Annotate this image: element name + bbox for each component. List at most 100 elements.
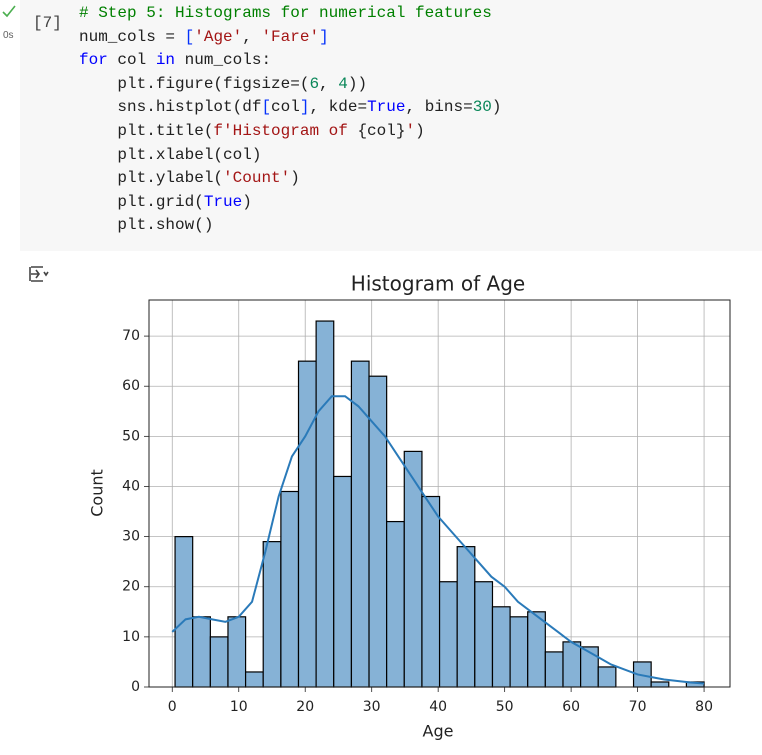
code-token: , kde= bbox=[309, 98, 368, 117]
code-token: plt.ylabel( bbox=[79, 169, 224, 188]
code-token: ' bbox=[405, 121, 416, 140]
bar bbox=[297, 360, 317, 688]
y-axis-label: Count bbox=[88, 469, 107, 517]
code-cell: # Step 5: Histograms for numerical featu… bbox=[20, 0, 762, 251]
x-tick-label: 0 bbox=[168, 699, 177, 715]
code-token: True bbox=[367, 98, 406, 117]
code-line: plt.ylabel('Count') bbox=[79, 167, 502, 191]
y-tick-label: 60 bbox=[122, 378, 140, 394]
code-token: plt.title( bbox=[79, 121, 214, 140]
code-token: {col} bbox=[357, 121, 406, 140]
code-token: plt.figure(figsize=( bbox=[79, 74, 310, 93]
code-line: # Step 5: Histograms for numerical featu… bbox=[79, 2, 502, 26]
bar bbox=[438, 581, 458, 688]
x-tick-label: 10 bbox=[230, 699, 248, 715]
bar bbox=[280, 490, 300, 688]
y-tick-label: 70 bbox=[122, 328, 140, 344]
x-tick-label: 80 bbox=[695, 699, 713, 715]
code-line: plt.xlabel(col) bbox=[79, 144, 502, 168]
output-icon[interactable] bbox=[27, 262, 51, 286]
code-token: , bbox=[319, 74, 339, 93]
bar bbox=[350, 360, 370, 688]
x-tick-label: 50 bbox=[496, 699, 514, 715]
code-token: # Step 5: Histograms for numerical featu… bbox=[79, 4, 492, 22]
bar bbox=[562, 641, 582, 688]
code-token: 4 bbox=[338, 74, 348, 93]
x-tick-label: 20 bbox=[296, 699, 314, 715]
exec-count[interactable]: [7] bbox=[33, 14, 62, 32]
code-token: 'Fare' bbox=[261, 27, 320, 46]
code-token: f'Histogram of bbox=[213, 121, 358, 140]
code-line: plt.grid(True) bbox=[79, 191, 502, 215]
x-tick-label: 40 bbox=[429, 699, 447, 715]
code-token: plt.show() bbox=[79, 216, 214, 235]
x-tick-label: 60 bbox=[562, 699, 580, 715]
bar bbox=[421, 495, 441, 688]
code-line: plt.figure(figsize=(6, 4)) bbox=[79, 73, 502, 97]
bar bbox=[192, 616, 211, 688]
code-token: 30 bbox=[472, 98, 492, 117]
bar bbox=[544, 651, 564, 688]
code-token: )) bbox=[347, 74, 368, 93]
bar bbox=[174, 536, 194, 688]
code-token: num_cols: bbox=[175, 51, 272, 70]
bar bbox=[315, 320, 335, 688]
bar bbox=[491, 606, 511, 688]
code-token: in bbox=[155, 51, 176, 70]
code-token: sns.histplot(df bbox=[79, 98, 262, 117]
bar bbox=[368, 375, 388, 688]
code-token: col bbox=[271, 98, 300, 117]
code-token: ) bbox=[290, 169, 300, 188]
y-tick-label: 40 bbox=[122, 478, 140, 494]
code-token: [ bbox=[184, 27, 195, 46]
code-token: plt.grid( bbox=[79, 192, 204, 211]
code-editor[interactable]: # Step 5: Histograms for numerical featu… bbox=[79, 2, 502, 238]
bar bbox=[597, 666, 617, 688]
bar bbox=[650, 681, 670, 688]
code-token: plt.xlabel(col) bbox=[79, 145, 262, 164]
code-token: , bins= bbox=[405, 98, 473, 117]
code-line: num_cols = ['Age', 'Fare'] bbox=[79, 26, 502, 50]
chart-title: Histogram of Age bbox=[351, 272, 525, 296]
y-tick-label: 10 bbox=[122, 629, 140, 645]
code-token: True bbox=[203, 192, 243, 211]
bar bbox=[456, 546, 476, 688]
y-tick-label: 0 bbox=[131, 679, 140, 695]
x-tick-label: 70 bbox=[629, 699, 647, 715]
status-check bbox=[2, 5, 16, 18]
code-token: ) bbox=[491, 98, 502, 117]
bar bbox=[244, 671, 264, 688]
code-token: 'Count' bbox=[223, 169, 291, 188]
y-tick-label: 30 bbox=[122, 529, 140, 545]
bar bbox=[527, 611, 546, 688]
run-time: 0s bbox=[3, 30, 14, 41]
bar bbox=[333, 475, 353, 688]
bar bbox=[262, 541, 282, 688]
code-token: num_cols = bbox=[79, 27, 185, 46]
code-line: plt.show() bbox=[79, 214, 502, 238]
y-tick-label: 50 bbox=[122, 428, 140, 444]
code-token: col bbox=[107, 51, 156, 70]
code-token: 'Age' bbox=[194, 27, 243, 46]
bar bbox=[227, 616, 247, 688]
bar bbox=[474, 581, 494, 688]
bar bbox=[386, 520, 405, 688]
code-token: 6 bbox=[309, 74, 320, 93]
x-axis-label: Age bbox=[423, 722, 454, 741]
kde-line bbox=[171, 395, 705, 685]
bar bbox=[209, 636, 229, 688]
bar bbox=[509, 616, 529, 688]
code-token: , bbox=[242, 27, 262, 46]
chart: Histogram of Age Age Count 0 10 20 30 40 50 60… bbox=[88, 272, 731, 741]
code-token: ] bbox=[299, 98, 310, 117]
x-tick-label: 30 bbox=[363, 699, 381, 715]
code-line: for col in num_cols: bbox=[79, 49, 502, 73]
code-line: plt.title(f'Histogram of {col}') bbox=[79, 120, 502, 144]
code-token: for bbox=[79, 51, 108, 70]
code-line: sns.histplot(df[col], kde=True, bins=30) bbox=[79, 96, 502, 120]
code-token: [ bbox=[261, 98, 272, 117]
plot-frame bbox=[148, 299, 731, 688]
code-token: ) bbox=[242, 192, 252, 211]
code-token: ] bbox=[319, 27, 329, 46]
